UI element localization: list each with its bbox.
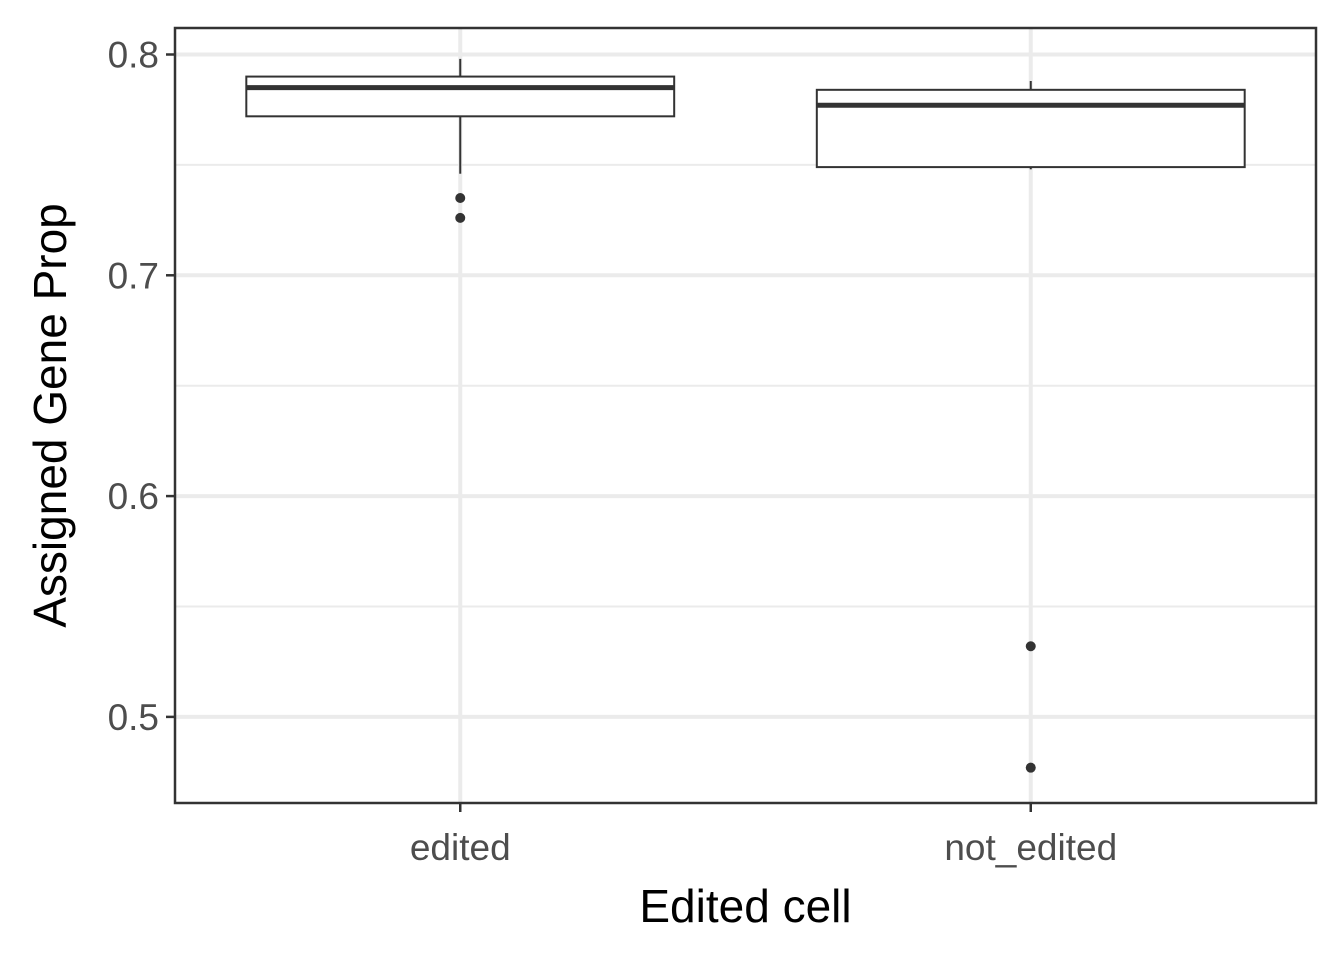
y-tick-label: 0.7 xyxy=(108,255,159,296)
x-tick-label: edited xyxy=(410,827,511,868)
outlier-point xyxy=(1025,641,1036,652)
outlier-point xyxy=(455,193,466,204)
x-axis-title: Edited cell xyxy=(639,880,851,932)
panel-border xyxy=(173,26,1318,805)
x-axis: edited not_edited xyxy=(410,803,1117,868)
y-tick-label: 0.8 xyxy=(108,34,159,75)
y-tick-label: 0.6 xyxy=(108,476,159,517)
major-gridlines xyxy=(175,28,1316,803)
y-axis: 0.5 0.6 0.7 0.8 xyxy=(108,34,175,738)
x-tick-label: not_edited xyxy=(944,827,1117,868)
box-iqr xyxy=(245,75,676,118)
minor-gridlines xyxy=(175,163,1316,608)
box-not_edited xyxy=(815,80,1246,773)
box-edited xyxy=(245,58,676,223)
outlier-point xyxy=(455,212,466,223)
y-axis-title: Assigned Gene Prop xyxy=(24,203,76,628)
y-tick-label: 0.5 xyxy=(108,697,159,738)
box-iqr xyxy=(815,88,1246,169)
outlier-point xyxy=(1025,762,1036,773)
box-layer xyxy=(245,58,1246,773)
